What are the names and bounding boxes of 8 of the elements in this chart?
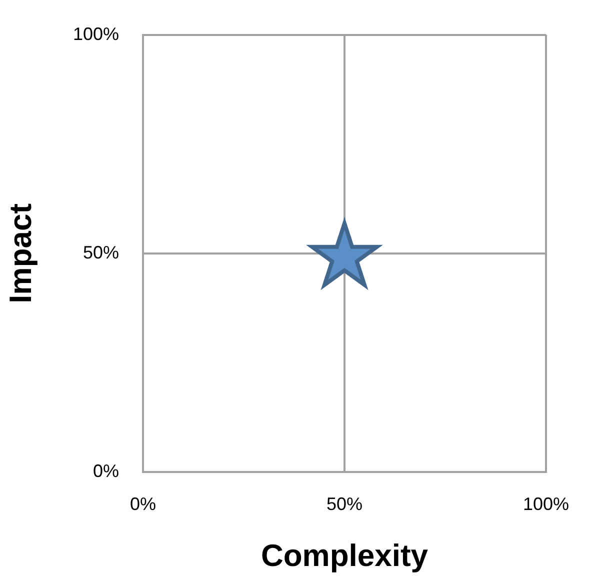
x-tick-label: 50% — [326, 494, 363, 514]
y-tick-label: 0% — [92, 460, 119, 481]
y-axis-title: Impact — [3, 203, 38, 304]
x-axis-title: Complexity — [260, 538, 429, 573]
y-tick-label: 50% — [82, 242, 119, 262]
x-tick-label: 0% — [130, 494, 156, 514]
x-tick-label: 100% — [522, 494, 570, 514]
y-tick-label: 100% — [72, 24, 119, 44]
